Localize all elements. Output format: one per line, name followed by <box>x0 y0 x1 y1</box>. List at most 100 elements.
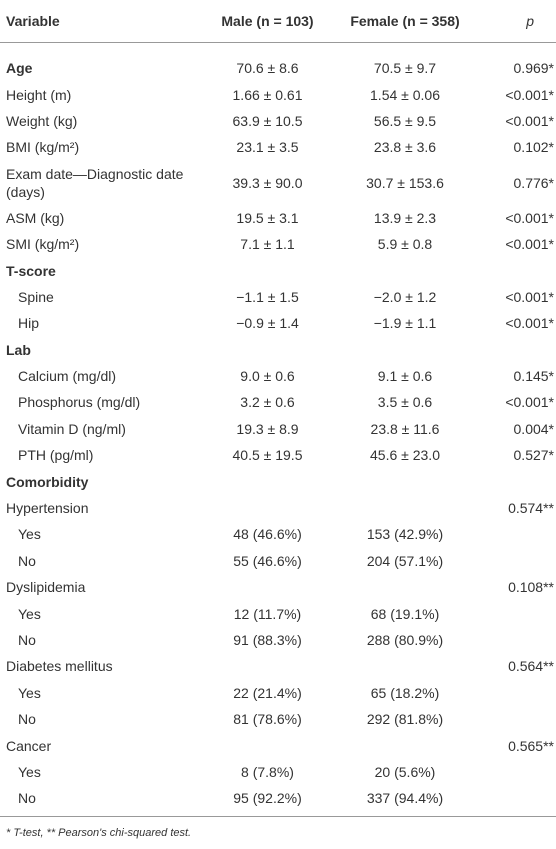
table-cell: 56.5 ± 9.5 <box>373 112 437 129</box>
table-row: Yes 48 (46.6%) 153 (42.9%) <box>0 521 556 547</box>
table-cell: No <box>18 632 36 648</box>
table-cell <box>335 574 475 600</box>
table-cell: T-score <box>6 262 56 279</box>
table-cell: 23.1 ± 3.5 <box>236 139 299 156</box>
table-cell <box>335 732 475 758</box>
table-cell: <0.001* <box>505 86 554 103</box>
header-row: Variable Male (n = 103) Female (n = 358) p <box>0 0 556 43</box>
table-cell: <0.001* <box>505 236 554 253</box>
table-cell: −2.0 ± 1.2 <box>373 288 437 305</box>
table-cell: 95 (92.2%) <box>200 785 335 817</box>
table-cell: <0.001* <box>505 288 554 305</box>
table-cell: 20 (5.6%) <box>374 763 436 780</box>
table-cell: 0.145* <box>513 368 554 385</box>
table-cell <box>335 257 475 283</box>
table-row: Hypertension 0.574** <box>0 495 556 521</box>
table-cell: −1.9 ± 1.1 <box>373 315 437 332</box>
table-cell: 288 (80.9%) <box>366 632 444 648</box>
table-row: Dyslipidemia 0.108** <box>0 574 556 600</box>
table-cell: 19.3 ± 8.9 <box>236 420 299 437</box>
table-row: Calcium (mg/dl) 9.0 ± 0.6 9.1 ± 0.6 0.145* <box>0 363 556 389</box>
table-cell: BMI (kg/m²) <box>6 139 80 156</box>
table-cell <box>475 548 556 574</box>
table-cell: 70.6 ± 8.6 <box>236 60 299 77</box>
table-cell <box>475 759 556 785</box>
table-cell: Hypertension <box>6 500 89 517</box>
table-row: Comorbidity <box>0 468 556 494</box>
table-cell: 5.9 ± 0.8 <box>377 236 433 253</box>
footnote: * T-test, ** Pearson's chi-squared test. <box>6 826 192 839</box>
table-cell: 0.564** <box>508 658 554 675</box>
table-cell <box>475 706 556 732</box>
table-cell: 0.574** <box>508 500 554 517</box>
table-row: Yes 12 (11.7%) 68 (19.1%) <box>0 600 556 626</box>
table-cell: 68 (19.1%) <box>370 605 440 622</box>
header-cell: Male (n = 103) <box>200 0 335 43</box>
table-cell <box>475 468 556 494</box>
table-cell: 39.3 ± 90.0 <box>232 174 303 191</box>
table-cell: 7.1 ± 1.1 <box>240 236 295 253</box>
table-row: Yes 22 (21.4%) 65 (18.2%) <box>0 680 556 706</box>
table-cell: 55 (46.6%) <box>233 552 302 569</box>
table-cell: 13.9 ± 2.3 <box>373 209 437 226</box>
table-cell: 45.6 ± 23.0 <box>370 447 440 464</box>
table-cell: −0.9 ± 1.4 <box>236 315 299 332</box>
table-cell: No <box>18 552 36 569</box>
table-row: Spine −1.1 ± 1.5 −2.0 ± 1.2 <0.001* <box>0 284 556 310</box>
table-cell: 30.7 ± 153.6 <box>366 174 444 191</box>
table-cell: Age <box>6 60 33 77</box>
table-row: SMI (kg/m²) 7.1 ± 1.1 5.9 ± 0.8 <0.001* <box>0 231 556 257</box>
table-cell: 3.5 ± 0.6 <box>377 394 433 411</box>
table-cell: Hip <box>18 315 40 332</box>
table-cell: 40.5 ± 19.5 <box>232 447 303 464</box>
header-cell: p <box>475 0 556 43</box>
table-cell <box>335 495 475 521</box>
table-cell <box>335 653 475 679</box>
table-cell: PTH (pg/ml) <box>18 447 94 464</box>
table-cell: Diabetes mellitus <box>6 658 113 675</box>
table-body: Age 70.6 ± 8.6 70.5 ± 9.7 0.969* Height (m) 1… <box>0 43 556 817</box>
table-cell: Weight (kg) <box>6 112 78 129</box>
table-cell: 0.776* <box>513 174 554 191</box>
table-cell: 3.2 ± 0.6 <box>240 394 295 411</box>
table-cell: Yes <box>18 526 41 543</box>
table-cell <box>335 468 475 494</box>
data-table: Variable Male (n = 103) Female (n = 358) p … <box>0 0 556 817</box>
table-cell: 0.102* <box>513 139 554 156</box>
table-cell <box>200 495 335 521</box>
table-cell: 1.66 ± 0.61 <box>232 86 303 103</box>
table-cell: ASM (kg) <box>6 209 65 226</box>
table-row: PTH (pg/ml) 40.5 ± 19.5 45.6 ± 23.0 0.527* <box>0 442 556 468</box>
table-row: Age 70.6 ± 8.6 70.5 ± 9.7 0.969* <box>0 43 556 82</box>
table-cell: 0.527* <box>513 447 554 464</box>
table-cell <box>475 680 556 706</box>
table-cell <box>335 337 475 363</box>
table-cell: <0.001* <box>505 394 554 411</box>
table-cell: Yes <box>18 763 41 780</box>
table-cell: 63.9 ± 10.5 <box>232 112 303 129</box>
table-row: No 55 (46.6%) 204 (57.1%) <box>0 548 556 574</box>
table-cell <box>475 600 556 626</box>
table-cell <box>475 521 556 547</box>
table-cell: 81 (78.6%) <box>233 711 302 728</box>
table-cell: Dyslipidemia <box>6 579 86 596</box>
table-cell: Exam date—Diagnostic date (days) <box>6 165 184 200</box>
header-cell: Female (n = 358) <box>335 0 475 43</box>
table-row: T-score <box>0 257 556 283</box>
table-row: Exam date—Diagnostic date (days) 39.3 ± 9… <box>0 161 556 205</box>
table-cell: Yes <box>18 684 41 701</box>
table-row: No 81 (78.6%) 292 (81.8%) <box>0 706 556 732</box>
table-cell: 19.5 ± 3.1 <box>236 209 299 226</box>
table-cell: <0.001* <box>505 209 554 226</box>
table-cell: 1.54 ± 0.06 <box>370 86 440 103</box>
table-cell: Height (m) <box>6 86 72 103</box>
table-row: Hip −0.9 ± 1.4 −1.9 ± 1.1 <0.001* <box>0 310 556 336</box>
table-cell: Calcium (mg/dl) <box>18 368 117 385</box>
table-cell: 337 (94.4%) <box>335 785 475 817</box>
table-cell: 0.565** <box>508 737 554 754</box>
table-cell: 0.004* <box>513 420 554 437</box>
table-cell <box>475 257 556 283</box>
table-row: Vitamin D (ng/ml) 19.3 ± 8.9 23.8 ± 11.6 0.… <box>0 416 556 442</box>
table-cell: Comorbidity <box>6 473 89 490</box>
